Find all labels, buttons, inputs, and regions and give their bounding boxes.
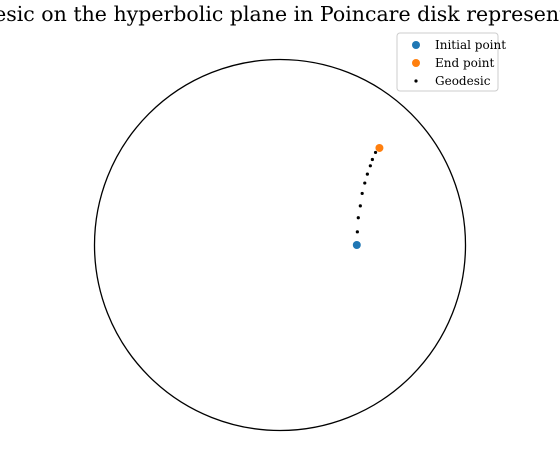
legend-marker-geodesic [414, 79, 418, 83]
legend-label-geodesic: Geodesic [435, 74, 491, 88]
geodesic-point-7 [368, 164, 372, 168]
geodesic-point-1 [355, 230, 359, 234]
legend-marker-initial-point [412, 41, 420, 49]
series-layer [352, 143, 384, 249]
geodesic-point-3 [358, 204, 362, 208]
geodesic-point-4 [360, 191, 364, 196]
end-point-point-0 [375, 143, 384, 152]
initial-point-point-0 [352, 241, 361, 249]
geodesic-point-2 [356, 216, 360, 220]
legend-marker-end-point [412, 59, 420, 67]
chart-title: Geodesic on the hyperbolic plane in Poin… [0, 2, 560, 26]
geodesic-point-6 [365, 172, 369, 176]
legend: Initial point End point Geodesic [396, 32, 506, 92]
geodesic-point-8 [370, 157, 374, 162]
legend-label-initial-point: Initial point [435, 38, 506, 52]
geodesic-point-9 [373, 150, 378, 155]
legend-label-end-point: End point [435, 56, 494, 70]
poincare-disk-boundary [93, 58, 467, 432]
plot-area [93, 58, 467, 432]
geodesic-point-5 [363, 181, 367, 185]
legend-box [396, 32, 499, 92]
